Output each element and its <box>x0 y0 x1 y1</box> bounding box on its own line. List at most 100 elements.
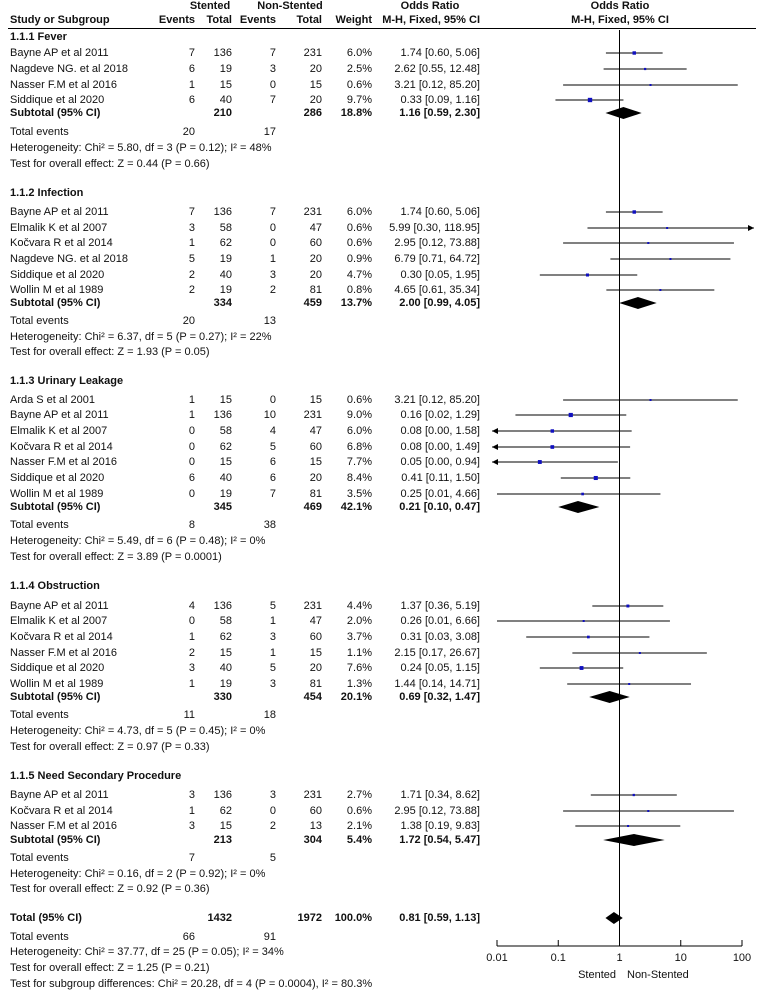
study-point <box>638 652 641 654</box>
total-events-stented: 7 <box>188 852 195 864</box>
stented-events: 6 <box>188 472 195 484</box>
stented-total: 15 <box>219 394 232 406</box>
total-non-stented-total: 1972 <box>297 912 322 924</box>
stented-total: 19 <box>219 253 232 265</box>
total-events-label: Total events <box>10 852 69 864</box>
stented-total: 40 <box>219 94 232 106</box>
subtotal-non-stented-total: 469 <box>303 501 322 513</box>
header-total-stented: Total <box>206 14 232 26</box>
favours-stented-label: Stented <box>578 969 616 981</box>
subtotal-label: Subtotal (95% CI) <box>10 501 101 513</box>
x-tick-label: 10 <box>674 952 687 964</box>
stented-total: 136 <box>213 789 232 801</box>
study-odds-ratio: 1.74 [0.60, 5.06] <box>400 47 480 59</box>
stented-events: 5 <box>188 253 195 265</box>
study-weight: 0.6% <box>346 222 372 234</box>
overall-effect-text: Test for overall effect: Z = 0.97 (P = 0… <box>10 741 210 753</box>
non-stented-events: 0 <box>269 222 276 234</box>
non-stented-events: 3 <box>269 269 276 281</box>
study-point <box>581 492 584 496</box>
subgroup-title: 1.1.1 Fever <box>10 31 67 43</box>
header-total-non-stented: Total <box>296 14 322 26</box>
subtotal-stented-total: 334 <box>213 297 232 309</box>
non-stented-events: 7 <box>269 94 276 106</box>
non-stented-events: 5 <box>269 441 276 453</box>
heterogeneity-text: Heterogeneity: Chi² = 0.16, df = 2 (P = … <box>10 868 266 880</box>
non-stented-total: 47 <box>309 222 322 234</box>
study-name: Siddique et al 2020 <box>10 662 105 674</box>
study-weight: 2.0% <box>346 615 372 627</box>
study-point <box>666 227 669 229</box>
header-events-stented: Events <box>158 14 195 26</box>
study-weight: 6.0% <box>346 425 372 437</box>
non-stented-total: 15 <box>309 647 322 659</box>
study-right-arrow <box>748 225 754 231</box>
subtotal-label: Subtotal (95% CI) <box>10 107 101 119</box>
overall-effect-total-text: Test for overall effect: Z = 1.25 (P = 0… <box>10 962 210 974</box>
overall-total-events-label: Total events <box>10 931 69 943</box>
stented-events: 3 <box>188 789 195 801</box>
study-weight: 2.5% <box>346 63 372 75</box>
study-point <box>550 429 555 433</box>
subtotal-label: Subtotal (95% CI) <box>10 297 101 309</box>
heterogeneity-text: Heterogeneity: Chi² = 4.73, df = 5 (P = … <box>10 725 266 737</box>
x-tick-label: 100 <box>732 952 752 964</box>
study-weight: 0.6% <box>346 237 372 249</box>
study-name: Elmalik K et al 2007 <box>10 615 108 627</box>
stented-events: 6 <box>188 63 195 75</box>
stented-events: 0 <box>188 488 195 500</box>
study-odds-ratio: 0.24 [0.05, 1.15] <box>400 662 480 674</box>
study-name: Nasser F.M et al 2016 <box>10 456 117 468</box>
total-events-non-stented: 5 <box>269 852 276 864</box>
study-odds-ratio: 1.44 [0.14, 14.71] <box>394 678 480 690</box>
non-stented-total: 231 <box>303 47 322 59</box>
study-weight: 6.8% <box>346 441 372 453</box>
non-stented-events: 3 <box>269 63 276 75</box>
non-stented-total: 231 <box>303 600 322 612</box>
total-events-stented: 8 <box>188 519 195 531</box>
subgroup-title: 1.1.4 Obstruction <box>10 580 100 592</box>
subtotal-diamond <box>589 691 630 703</box>
subtotal-weight: 42.1% <box>340 501 372 513</box>
non-stented-events: 10 <box>263 409 276 421</box>
subtotal-stented-total: 330 <box>213 691 232 703</box>
study-left-arrow <box>492 459 498 465</box>
non-stented-events: 4 <box>269 425 276 437</box>
stented-total: 19 <box>219 63 232 75</box>
study-odds-ratio: 2.15 [0.17, 26.67] <box>394 647 480 659</box>
stented-total: 40 <box>219 472 232 484</box>
subgroup-title: 1.1.5 Need Secondary Procedure <box>10 770 182 782</box>
subtotal-stented-total: 210 <box>213 107 232 119</box>
study-point <box>593 475 598 481</box>
stented-events: 3 <box>188 662 195 674</box>
study-weight: 0.6% <box>346 394 372 406</box>
study-weight: 9.0% <box>346 409 372 421</box>
study-odds-ratio: 2.95 [0.12, 73.88] <box>394 237 480 249</box>
study-point <box>627 824 630 828</box>
stented-events: 3 <box>188 820 195 832</box>
study-name: Kočvara R et al 2014 <box>10 237 113 249</box>
overall-total-events-stented: 66 <box>182 931 195 943</box>
study-point <box>632 51 636 55</box>
header-stented: Stented <box>189 0 231 12</box>
favours-non-stented-label: Non-Stented <box>627 969 689 981</box>
stented-events: 7 <box>188 47 195 59</box>
study-name: Wollin M et al 1989 <box>10 488 104 500</box>
stented-total: 136 <box>213 206 232 218</box>
stented-total: 40 <box>219 662 232 674</box>
study-weight: 9.7% <box>346 94 372 106</box>
non-stented-events: 0 <box>269 805 276 817</box>
non-stented-total: 60 <box>309 237 322 249</box>
subtotal-odds-ratio: 2.00 [0.99, 4.05] <box>399 297 480 309</box>
study-left-arrow <box>492 444 498 450</box>
x-tick-label: 1 <box>616 952 623 964</box>
study-point <box>632 210 636 214</box>
x-tick-label: 0.01 <box>486 952 508 964</box>
study-point <box>587 97 593 103</box>
subgroup-title: 1.1.2 Infection <box>10 187 84 199</box>
non-stented-total: 60 <box>309 805 322 817</box>
stented-events: 7 <box>188 206 195 218</box>
study-weight: 0.6% <box>346 805 372 817</box>
non-stented-events: 2 <box>269 284 276 296</box>
study-weight: 2.1% <box>346 820 372 832</box>
